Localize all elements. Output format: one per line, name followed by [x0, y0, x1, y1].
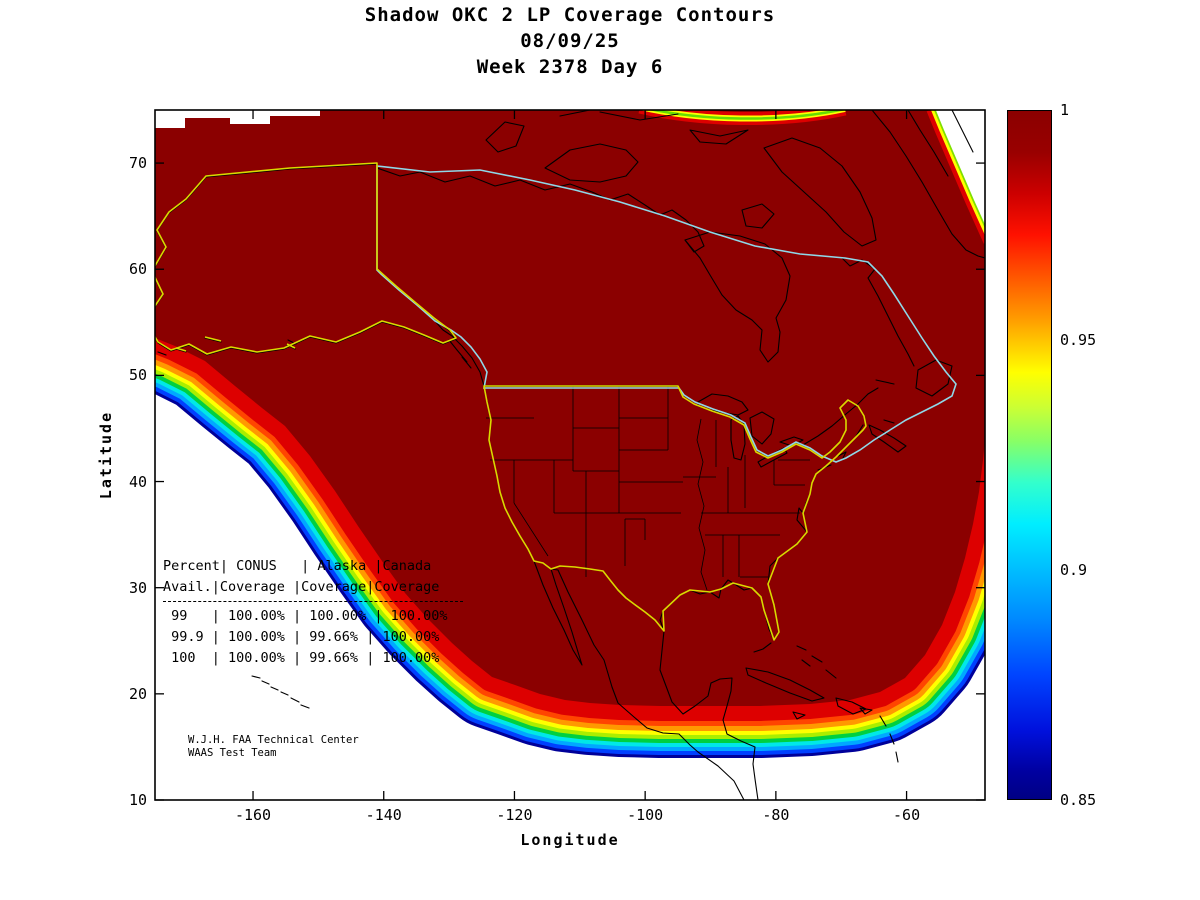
- coastline-pacific-mexico-baja: [533, 560, 745, 800]
- x-tick-label: -100: [627, 806, 664, 824]
- y-tick-label: 60: [128, 260, 147, 279]
- y-tick-label: 40: [128, 472, 147, 491]
- topleft-uncovered-steps: [155, 110, 320, 128]
- chart-week-day: Week 2378 Day 6: [476, 56, 664, 78]
- x-axis-label: Longitude: [520, 831, 620, 849]
- x-tick-label: -120: [496, 806, 533, 824]
- colorbar-gradient: [1007, 110, 1052, 800]
- y-tick-label: 50: [128, 366, 147, 385]
- x-tick-label: -160: [234, 806, 272, 824]
- x-tick-label: -80: [762, 806, 790, 824]
- coverage-table-overlay: Percent| CONUS | Alaska |Canada Avail.|Co…: [163, 556, 463, 669]
- attribution: W.J.H. FAA Technical Center WAAS Test Te…: [188, 734, 359, 760]
- chart-date: 08/09/25: [520, 30, 620, 52]
- colorbar-tick-label: 1: [1060, 101, 1070, 119]
- table-row-line: 99 | 100.00% | 100.00% | 100.00%: [163, 608, 448, 624]
- vancouver-island: [448, 339, 472, 369]
- x-tick-label: -140: [365, 806, 402, 824]
- caribbean-islands: [745, 642, 899, 763]
- y-tick-label: 20: [128, 684, 147, 703]
- y-tick-label: 70: [128, 154, 147, 173]
- x-tick-label: -60: [893, 806, 921, 824]
- colorbar-tick-label: 0.9: [1060, 561, 1088, 579]
- canada-outline-cyan: [376, 165, 957, 463]
- baffin-island: [763, 137, 877, 247]
- colorbar-tick-label: 0.85: [1060, 791, 1097, 809]
- chart-title: Shadow OKC 2 LP Coverage Contours: [364, 4, 776, 26]
- attribution-line-2: WAAS Test Team: [188, 747, 277, 759]
- alaska-outline: [155, 162, 457, 355]
- attribution-line-1: W.J.H. FAA Technical Center: [188, 734, 359, 746]
- hudson-bay: [684, 231, 791, 363]
- table-header-line: Percent| CONUS | Alaska |Canada: [163, 558, 432, 574]
- top-edge-band: [638, 110, 847, 126]
- greenland-coast: [871, 110, 985, 259]
- alaska-islands-yellow: [175, 336, 296, 352]
- st-lawrence: [802, 379, 895, 446]
- conus-outline: [483, 385, 867, 641]
- state-borders: [486, 386, 810, 591]
- y-tick-label: 10: [128, 791, 147, 809]
- great-lakes: [697, 393, 804, 468]
- aleutian-islands: [157, 337, 297, 356]
- coastline-arctic: [376, 167, 705, 253]
- table-divider: [163, 601, 463, 602]
- conus-alaska-outline-yellow: [155, 162, 867, 641]
- coastline-labrador-ungava: [841, 257, 915, 367]
- greenland-notch: [926, 110, 985, 244]
- table-row-line: 100 | 100.00% | 99.66% | 100.00%: [163, 650, 440, 666]
- colorbar-tick-label: 0.95: [1060, 331, 1097, 349]
- nova-scotia: [868, 424, 907, 453]
- table-row-line: 99.9 | 100.00% | 99.66% | 100.00%: [163, 629, 440, 645]
- plot-border: [154, 109, 986, 801]
- arctic-islands: [485, 110, 775, 229]
- coverage-region-fill: [155, 110, 985, 706]
- y-tick-label: 30: [128, 578, 147, 597]
- hawaii-islands: [251, 675, 310, 709]
- table-header-line: Avail.|Coverage |Coverage|Coverage: [163, 579, 440, 595]
